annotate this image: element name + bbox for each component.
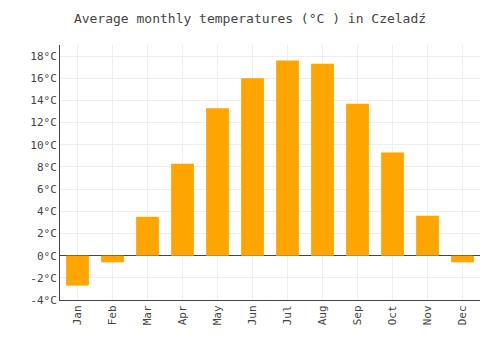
svg-text:Jan: Jan [71,305,84,325]
svg-text:4°C: 4°C [37,205,57,218]
svg-text:Oct: Oct [386,305,399,325]
svg-text:6°C: 6°C [37,183,57,196]
svg-text:Sep: Sep [351,305,364,325]
svg-text:8°C: 8°C [37,161,57,174]
svg-text:Feb: Feb [106,305,119,325]
svg-text:Average monthly temperatures (: Average monthly temperatures (°C ) in Cz… [74,11,426,26]
svg-text:16°C: 16°C [30,72,57,85]
svg-text:12°C: 12°C [30,116,57,129]
svg-text:2°C: 2°C [37,227,57,240]
svg-text:Jun: Jun [246,305,259,325]
svg-text:-2°C: -2°C [30,272,57,285]
svg-text:10°C: 10°C [30,139,57,152]
svg-text:-4°C: -4°C [30,294,57,307]
svg-text:0°C: 0°C [37,250,57,263]
svg-text:Aug: Aug [316,305,329,325]
svg-text:Mar: Mar [141,305,154,325]
svg-text:14°C: 14°C [30,94,57,107]
svg-text:Apr: Apr [176,305,189,325]
svg-text:Nov: Nov [421,305,434,325]
svg-text:Jul: Jul [281,305,294,325]
svg-text:May: May [211,305,224,325]
svg-text:Dec: Dec [456,305,469,325]
svg-text:18°C: 18°C [30,50,57,63]
